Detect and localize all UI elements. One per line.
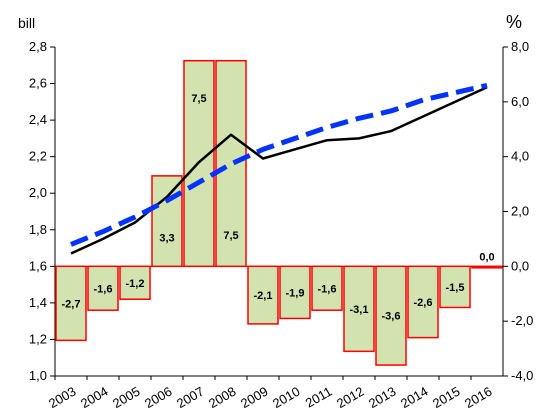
right-tick-label: 6,0 (511, 94, 529, 109)
left-axis-unit: bill (18, 15, 35, 31)
bar-2014 (407, 265, 439, 339)
left-axis: 1,0 1,2 1,4 1,6 1,8 2,0 2,2 2,4 2,6 2,8 (29, 39, 56, 383)
bar-data-labels: -2,7 -1,6 -1,2 3,3 7,5 7,5 -2,1 -1,9 -1,6 -3,1 -3,… (62, 93, 495, 323)
bar-2012 (343, 265, 375, 353)
bar-label-2004: -1,6 (94, 283, 113, 295)
bar-2003 (55, 265, 87, 342)
right-tick-label: 2,0 (511, 204, 529, 219)
right-axis: -4,0 -2,0 0,0 2,0 4,0 6,0 8,0 (502, 39, 533, 383)
bar-2006 (151, 175, 183, 268)
bar-2008 (215, 59, 247, 268)
bar-label-2009: -2,1 (254, 290, 273, 302)
bar-2009 (247, 265, 279, 325)
left-tick-label: 1,4 (29, 295, 47, 310)
right-tick-label: 4,0 (511, 149, 529, 164)
bar-label-2011: -1,6 (318, 283, 337, 295)
bar-label-2003: -2,7 (62, 298, 81, 310)
bar-label-2005: -1,2 (126, 278, 145, 290)
x-tick-label: 2014 (398, 384, 431, 411)
bar-2004 (87, 265, 119, 311)
left-tick-label: 2,8 (29, 39, 47, 54)
bar-label-2016: 0,0 (479, 251, 494, 263)
x-tick-label: 2007 (174, 384, 207, 411)
bar-2013 (375, 265, 407, 366)
x-tick-label: 2011 (303, 384, 335, 411)
bar-label-2007: 7,5 (191, 93, 206, 105)
bar-label-2006: 3,3 (159, 233, 174, 245)
bar-2010 (279, 265, 311, 320)
x-tick-label: 2012 (334, 384, 367, 411)
bar-label-2013: -3,6 (382, 311, 401, 323)
bar-2015 (439, 265, 471, 309)
right-axis-unit: % (506, 12, 522, 32)
x-tick-label: 2013 (366, 384, 399, 411)
right-tick-label: 8,0 (511, 39, 529, 54)
x-tick-label: 2004 (78, 384, 111, 411)
left-tick-label: 1,2 (29, 331, 47, 346)
left-tick-label: 1,6 (29, 258, 47, 273)
bar-series (55, 59, 503, 366)
bar-2005 (119, 265, 151, 300)
bar-label-2012: -3,1 (350, 304, 369, 316)
left-tick-label: 1,0 (29, 368, 47, 383)
line-series (70, 82, 488, 255)
x-tick-label: 2015 (430, 384, 463, 411)
right-tick-label: -2,0 (511, 313, 533, 328)
x-tick-label: 2010 (270, 384, 303, 411)
solid-line-series (70, 86, 488, 255)
left-tick-label: 2,2 (29, 149, 47, 164)
bar-2016 (471, 265, 503, 269)
bar-label-2010: -1,9 (286, 287, 305, 299)
right-tick-label: 0,0 (511, 258, 529, 273)
bar-label-2015: -1,5 (446, 282, 465, 294)
dashed-line-series (70, 82, 488, 247)
left-tick-label: 1,8 (29, 222, 47, 237)
bar-label-2014: -2,6 (414, 297, 433, 309)
x-tick-label: 2006 (142, 384, 175, 411)
left-tick-label: 2,0 (29, 185, 47, 200)
bar-label-2008: 7,5 (223, 230, 238, 242)
x-tick-label: 2008 (206, 384, 239, 411)
left-tick-label: 2,4 (29, 112, 47, 127)
right-tick-label: -4,0 (511, 368, 533, 383)
bar-2011 (311, 265, 343, 311)
left-tick-label: 2,6 (29, 76, 47, 91)
x-tick-label: 2003 (46, 384, 79, 411)
x-tick-label: 2009 (238, 384, 271, 411)
x-tick-label: 2016 (462, 384, 495, 411)
x-tick-label: 2005 (110, 384, 143, 411)
